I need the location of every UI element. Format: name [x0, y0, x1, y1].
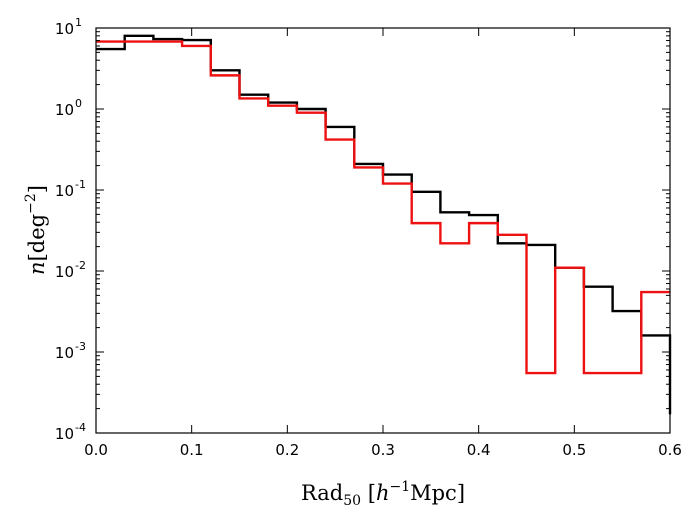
y-tick-label-exponent: -3	[75, 340, 86, 353]
x-tick-label: 0.6	[658, 441, 682, 459]
y-tick-label: 10	[55, 101, 74, 119]
y-tick-label-exponent: 0	[75, 97, 82, 110]
series-layer	[96, 34, 672, 415]
x-tick-label: 0.3	[371, 441, 395, 459]
y-tick-label-exponent: -1	[75, 178, 86, 191]
x-tick-label: 0.0	[84, 441, 108, 459]
plot-frame	[95, 27, 671, 434]
x-tick-label: 0.4	[467, 441, 491, 459]
x-tick-label: 0.1	[180, 441, 204, 459]
y-tick-label: 10	[55, 344, 74, 362]
y-tick-label: 10	[55, 425, 74, 443]
x-tick-label: 0.2	[275, 441, 299, 459]
x-axis-label: Rad50 [h−1Mpc]	[301, 479, 465, 509]
y-tick-label-exponent: -2	[75, 259, 86, 272]
y-axis-label: n[deg−2]	[23, 185, 49, 275]
series-red-step-line	[96, 40, 670, 375]
y-tick-label: 10	[55, 182, 74, 200]
y-tick-label: 10	[55, 20, 74, 38]
y-tick-label-exponent: -4	[75, 421, 86, 434]
plot-area	[96, 28, 670, 433]
x-tick-label: 0.5	[562, 441, 586, 459]
y-tick-label: 10	[55, 263, 74, 281]
y-tick-label-exponent: 1	[75, 16, 82, 29]
